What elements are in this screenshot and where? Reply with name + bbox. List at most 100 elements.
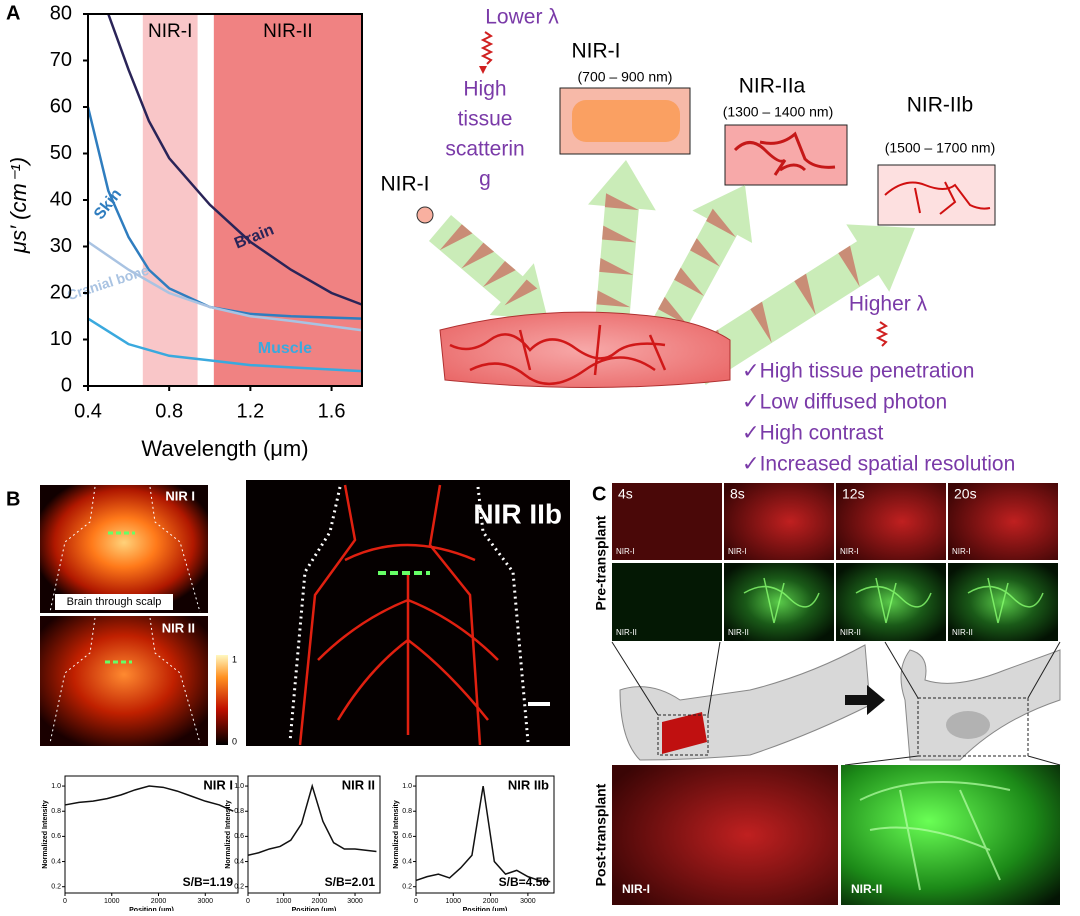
benefit: ✓Low diffused photon [742,391,947,414]
wave [461,242,495,269]
cell-label: NIR-II [840,628,861,637]
scatter-text: High [463,78,506,101]
x-axis-label: Position (μm) [463,907,508,911]
window-range: (700 – 900 nm) [578,69,673,85]
image-nir-i [40,485,208,613]
y-tick-label: 0.8 [402,808,412,815]
y-axis-label: Normalized Intensity [225,800,232,869]
wave [482,261,516,287]
x-tick-label: 3000 [347,898,363,905]
outline [49,617,201,744]
band-label: NIR-I [148,21,192,42]
post-image-nir-i [612,765,838,905]
scatter-text: g [479,168,491,191]
colorbar-max: 1 [232,654,237,664]
wave [504,279,538,306]
benefit: ✓High tissue penetration [742,360,974,383]
vessels [855,577,932,624]
window-range: (1300 – 1400 nm) [723,104,834,120]
x-tick-label: 2000 [312,898,328,905]
cell-label: NIR-I [728,547,747,556]
cell-label: NIR-II [952,628,973,637]
y-tick-label: 50 [50,142,72,164]
x-tick-label: 0 [414,898,418,905]
tissue-vessels [449,324,667,386]
y-tick-label: 60 [50,95,72,117]
cell-image [836,483,946,560]
band [142,14,198,386]
y-tick-label: 30 [50,235,72,257]
y-tick-label: 0.2 [234,884,244,891]
row-label: Pre-transplant [593,515,609,610]
window-range: (1500 – 1700 nm) [885,140,996,156]
curve [87,240,363,332]
outline [288,486,530,743]
higher-label: Higher λ [849,293,928,316]
y-tick-label: 0.6 [402,833,412,840]
y-tick-label: 40 [50,188,72,210]
vessels [884,181,991,215]
arrowhead [479,66,487,74]
source-label: NIR-I [381,173,430,196]
y-tick-label: 10 [50,328,72,350]
x-tick-label: 1000 [446,898,462,905]
nir-i-blur [572,100,680,142]
y-tick-label: 1.0 [51,783,61,790]
profile [64,785,234,812]
nir-iib-box [877,164,996,226]
curve [87,317,363,373]
band [213,14,362,386]
image-nir-ii [40,616,208,746]
scatter-text: tissue [458,108,513,131]
panel-label: C [592,483,606,505]
squiggle [480,31,494,65]
y-tick-label: 0.6 [234,833,244,840]
vessels [743,577,820,624]
curve [86,106,363,320]
y-tick-label: 20 [50,281,72,303]
vessels [859,781,1011,891]
graft-site [946,711,990,739]
x-axis-label: Position (μm) [129,907,174,911]
y-tick-label: 0.6 [51,833,61,840]
beam-arrows [428,160,915,385]
plot-ratio: S/B=4.50 [499,875,550,889]
plot-frame [64,775,239,894]
benefit: ✓High contrast [742,422,883,445]
diagram: Lower λ High tissue scatterin g NIR-I (7… [381,6,1016,476]
image-title: NIR II [162,620,195,635]
time-label: 20s [954,486,977,502]
image-caption: Brain through scalp [67,596,162,608]
wave [750,301,772,343]
plot-ratio: S/B=1.19 [183,875,234,889]
wave [658,296,688,326]
benefit: ✓Increased spatial resolution [742,453,1015,476]
y-tick-label: 0.4 [51,858,61,865]
x-tick-label: 1.2 [236,400,264,422]
wave [604,193,639,211]
plot-frame [247,775,381,894]
curve [107,13,363,306]
y-tick-label: 0.2 [402,884,412,891]
band-label: NIR-II [263,21,313,42]
x-tick-label: 0.8 [155,400,183,422]
wave [794,273,816,315]
big-arrow [845,685,885,715]
x-tick-label: 3000 [197,898,213,905]
tissue [439,311,731,388]
cell-image [948,483,1058,560]
cell-image [612,483,722,560]
colorbar-min: 0 [232,736,237,746]
window-name: NIR-IIb [907,94,974,117]
x-tick-label: 0 [246,898,250,905]
y-tick-label: 0 [61,374,72,396]
y-tick-label: 0.8 [234,808,244,815]
x-tick-label: 2000 [151,898,167,905]
x-tick-label: 2000 [483,898,499,905]
y-tick-label: 70 [50,49,72,71]
nir-iia-box [724,124,848,186]
time-label: 4s [618,486,633,502]
wave [439,224,473,251]
plot-title: NIR II [342,777,375,792]
vessels [967,577,1044,624]
